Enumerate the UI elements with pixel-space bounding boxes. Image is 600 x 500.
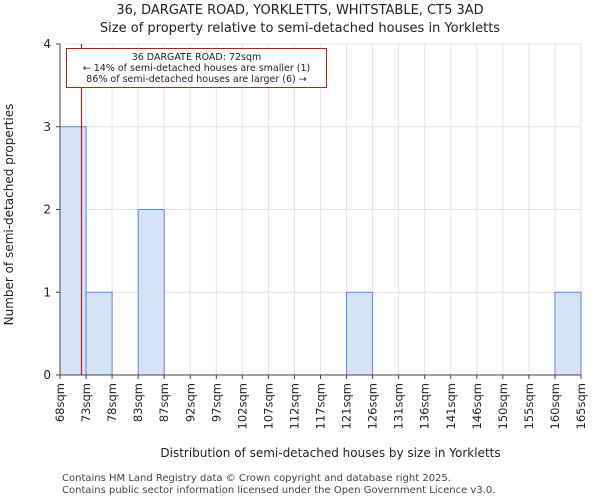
x-tick-label: 146sqm: [470, 383, 484, 429]
x-axis-title: Distribution of semi-detached houses by …: [160, 446, 500, 460]
property-annotation-box: 36 DARGATE ROAD: 72sqm ← 14% of semi-det…: [66, 48, 327, 88]
x-tick-label: 121sqm: [340, 383, 354, 429]
x-tick-label: 83sqm: [131, 383, 145, 422]
x-tick-label: 92sqm: [183, 383, 197, 422]
x-tick-label: 68sqm: [53, 383, 67, 422]
y-tick-label: 0: [43, 368, 51, 382]
x-tick-label: 102sqm: [235, 383, 249, 429]
bar-68sqm: [59, 126, 87, 376]
annotation-line-2: ← 14% of semi-detached houses are smalle…: [82, 63, 311, 74]
chart-title: 36, DARGATE ROAD, YORKLETTS, WHITSTABLE,…: [116, 3, 484, 18]
annotation-line-1: 36 DARGATE ROAD: 72sqm: [131, 52, 262, 63]
bar-121sqm: [346, 291, 374, 376]
x-tick-label: 150sqm: [496, 383, 510, 429]
y-tick-label: 3: [43, 120, 51, 134]
x-tick-label: 112sqm: [287, 383, 301, 429]
x-tick-label: 117sqm: [314, 383, 328, 429]
annotation-line-3: 86% of semi-detached houses are larger (…: [86, 74, 307, 85]
x-tick-label: 87sqm: [157, 383, 171, 422]
bar-160sqm: [554, 291, 582, 376]
footer-line-1: Contains HM Land Registry data © Crown c…: [62, 473, 451, 484]
x-tick-label: 107sqm: [261, 383, 275, 429]
x-tick-label: 97sqm: [209, 383, 223, 422]
x-tick-label: 126sqm: [366, 383, 380, 429]
x-tick-label: 141sqm: [444, 383, 458, 429]
x-tick-label: 131sqm: [392, 383, 406, 429]
bar-73sqm: [85, 291, 113, 376]
y-axis-title: Number of semi-detached properties: [2, 104, 16, 326]
x-tick-label: 165sqm: [574, 383, 588, 429]
footer-line-2: Contains public sector information licen…: [62, 485, 496, 496]
x-tick-label: 155sqm: [522, 383, 536, 429]
x-tick-label: 78sqm: [105, 383, 119, 422]
chart-subtitle: Size of property relative to semi-detach…: [99, 21, 501, 36]
y-tick-label: 1: [43, 285, 51, 299]
x-tick-label: 73sqm: [79, 383, 93, 422]
x-tick-label: 136sqm: [418, 383, 432, 429]
bar-83sqm: [137, 209, 165, 376]
y-tick-label: 2: [43, 203, 51, 217]
x-tick-label: 160sqm: [548, 383, 562, 429]
y-tick-label: 4: [43, 37, 51, 51]
